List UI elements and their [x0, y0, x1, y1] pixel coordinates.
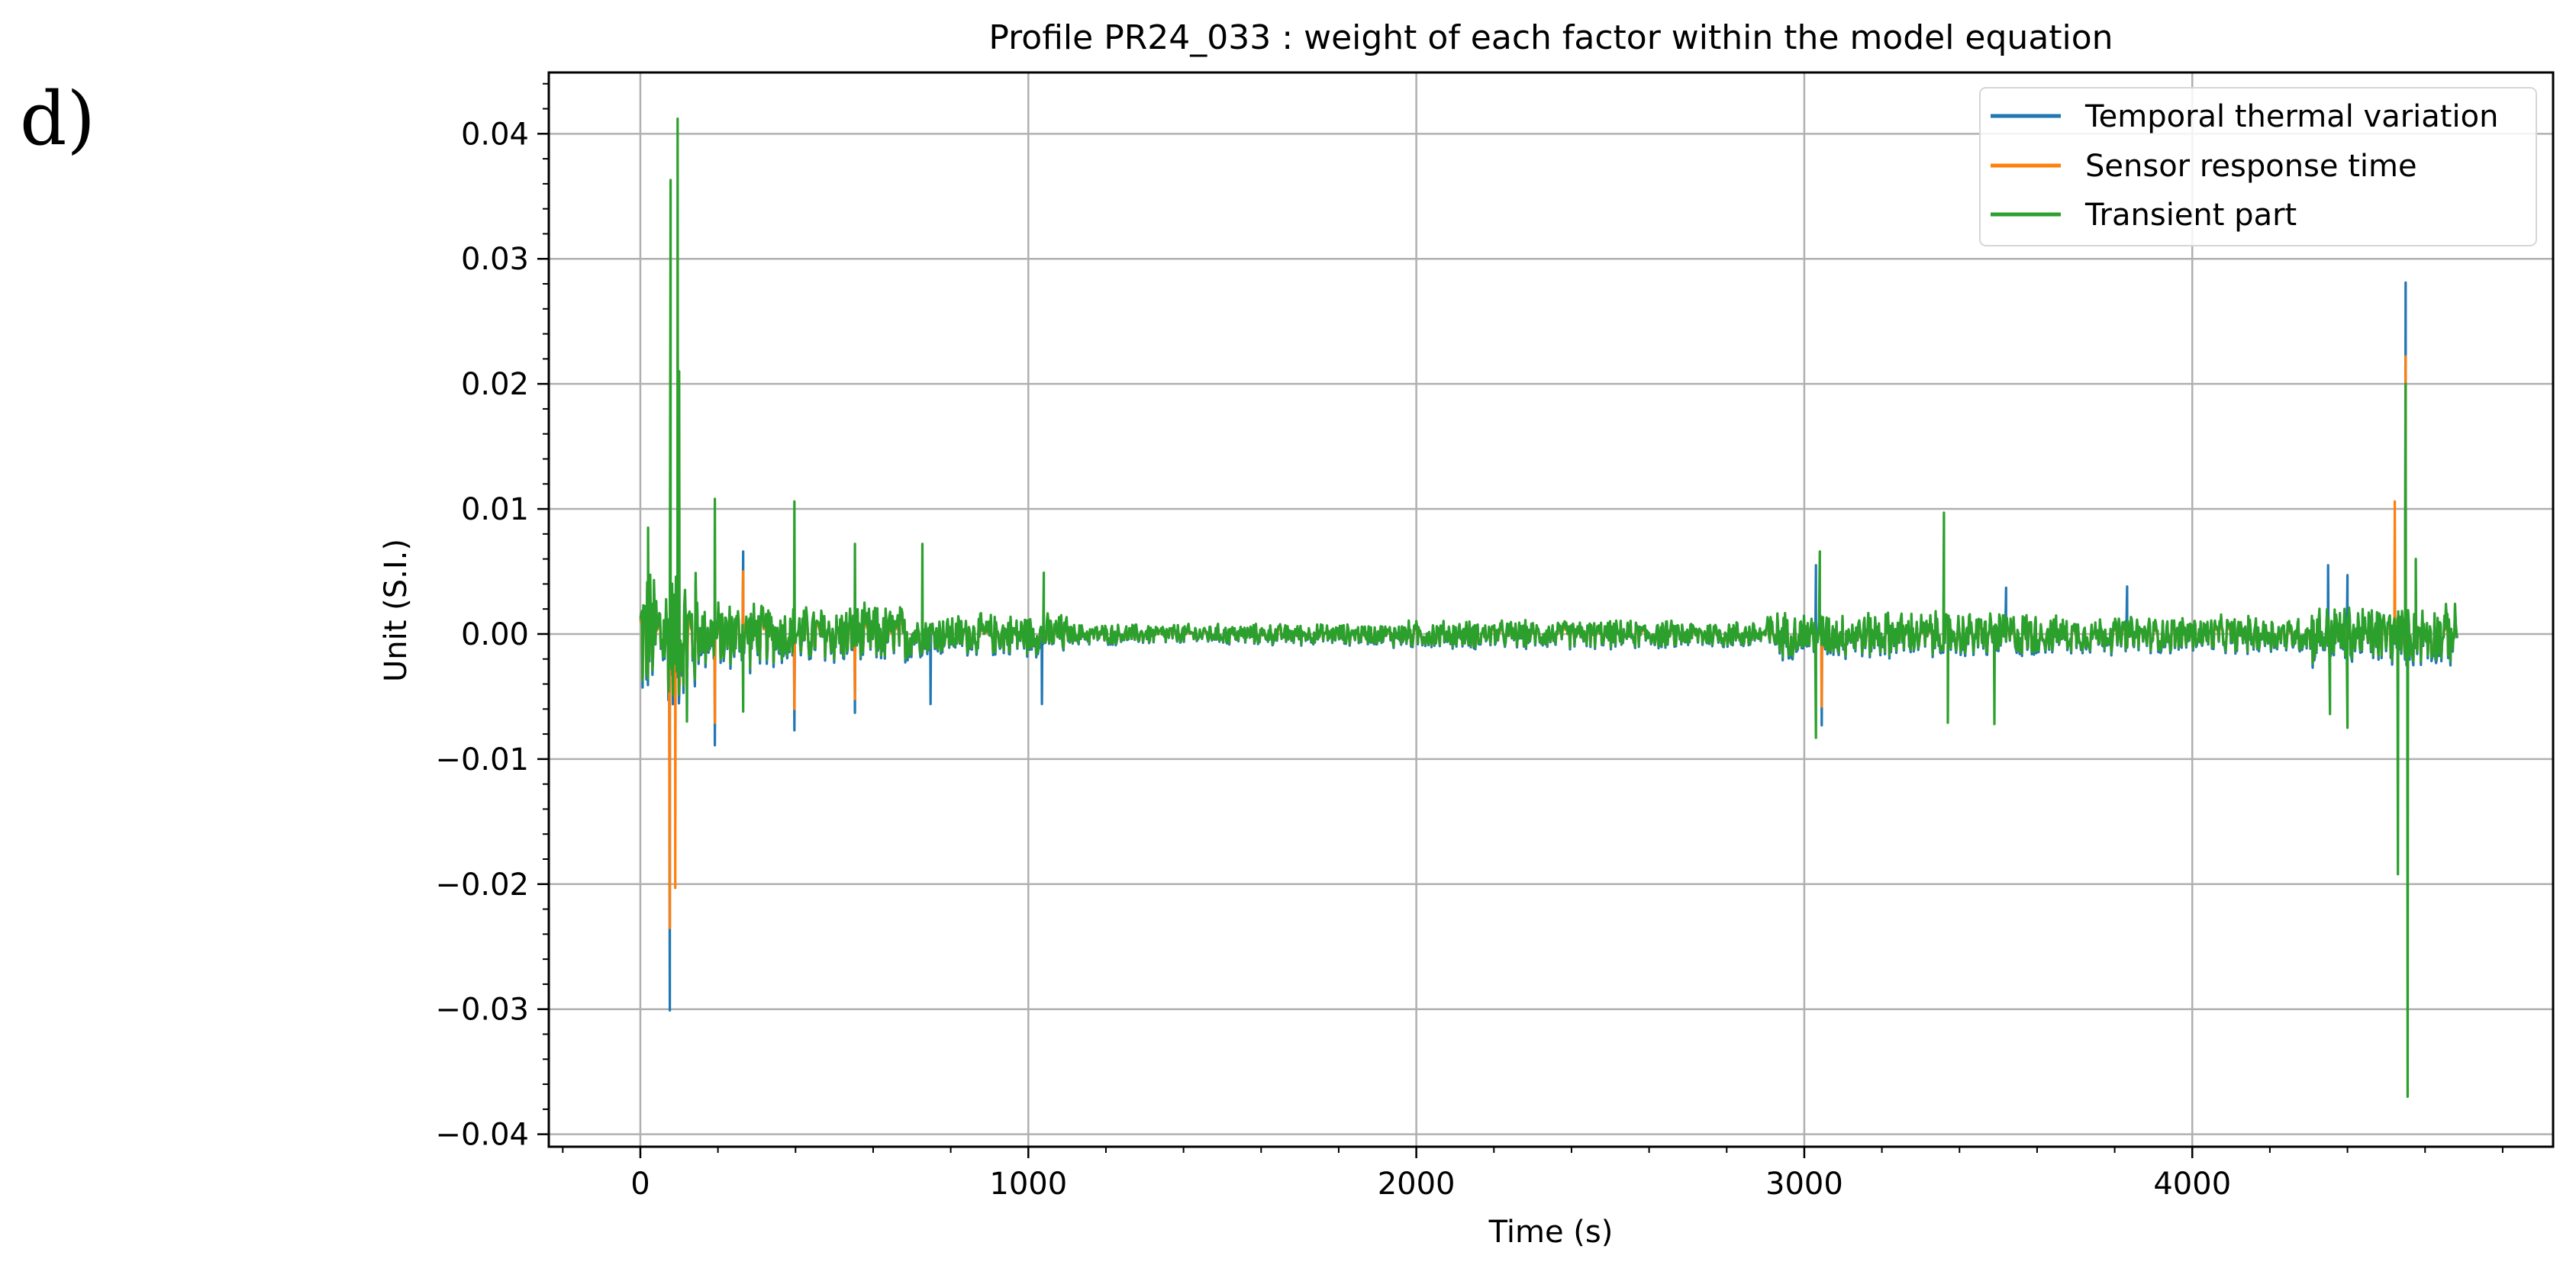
- panel-label: d): [20, 76, 95, 162]
- y-tick-label: 0.00: [461, 617, 529, 652]
- x-tick-label: 2000: [1378, 1167, 1456, 1202]
- y-tick-label: 0.03: [461, 242, 529, 277]
- chart-title: Profile PR24_033 : weight of each factor…: [988, 18, 2113, 57]
- y-tick-label: 0.04: [461, 117, 529, 152]
- x-tick-label: 4000: [2153, 1167, 2231, 1202]
- x-tick-label: 0: [630, 1167, 650, 1202]
- series-line-2: [639, 117, 2458, 1098]
- y-tick-label: 0.02: [461, 367, 529, 402]
- y-tick-label: −0.02: [435, 867, 529, 903]
- y-tick-label: 0.01: [461, 492, 529, 527]
- y-tick-label: −0.04: [435, 1118, 529, 1153]
- y-tick-label: −0.03: [435, 993, 529, 1028]
- series-line-0: [639, 281, 2458, 1012]
- x-tick-label: 3000: [1765, 1167, 1843, 1202]
- legend-label-transient: Transient part: [2084, 198, 2297, 233]
- legend-label-temporal-thermal: Temporal thermal variation: [2084, 99, 2498, 134]
- x-axis-label: Time (s): [1488, 1215, 1614, 1250]
- x-tick-label: 1000: [989, 1167, 1067, 1202]
- plot-series: [639, 117, 2458, 1098]
- axis-ticks: 0 1000 2000 3000 4000 −0.04 −0.03 −0.02 −0.01 0.0…: [435, 82, 2503, 1202]
- y-tick-label: −0.01: [435, 742, 529, 777]
- y-axis-label: Unit (S.I.): [379, 539, 414, 682]
- legend: Temporal thermal variation Sensor respon…: [1979, 87, 2537, 246]
- legend-label-sensor-response: Sensor response time: [2085, 149, 2417, 184]
- legend-box: [1979, 87, 2537, 246]
